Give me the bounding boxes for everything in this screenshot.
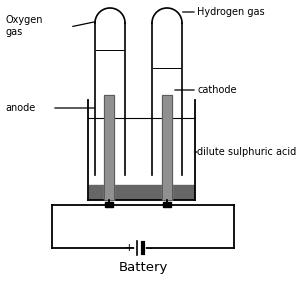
Bar bbox=[89, 100, 194, 200]
Bar bbox=[96, 8, 124, 50]
Text: dilute sulphuric acid: dilute sulphuric acid bbox=[197, 147, 296, 157]
Bar bbox=[96, 23, 124, 50]
Text: +: + bbox=[125, 243, 133, 253]
Text: Hydrogen gas: Hydrogen gas bbox=[197, 7, 265, 17]
Bar bbox=[89, 185, 194, 199]
Text: anode: anode bbox=[5, 103, 35, 113]
Text: cathode: cathode bbox=[197, 85, 236, 95]
Bar bbox=[163, 202, 171, 207]
Bar bbox=[153, 8, 181, 68]
Text: Battery: Battery bbox=[118, 262, 168, 275]
Text: Oxygen
gas: Oxygen gas bbox=[5, 15, 42, 37]
Bar bbox=[105, 202, 113, 207]
Bar bbox=[162, 95, 172, 200]
Bar bbox=[104, 95, 114, 200]
Text: -: - bbox=[148, 243, 152, 253]
